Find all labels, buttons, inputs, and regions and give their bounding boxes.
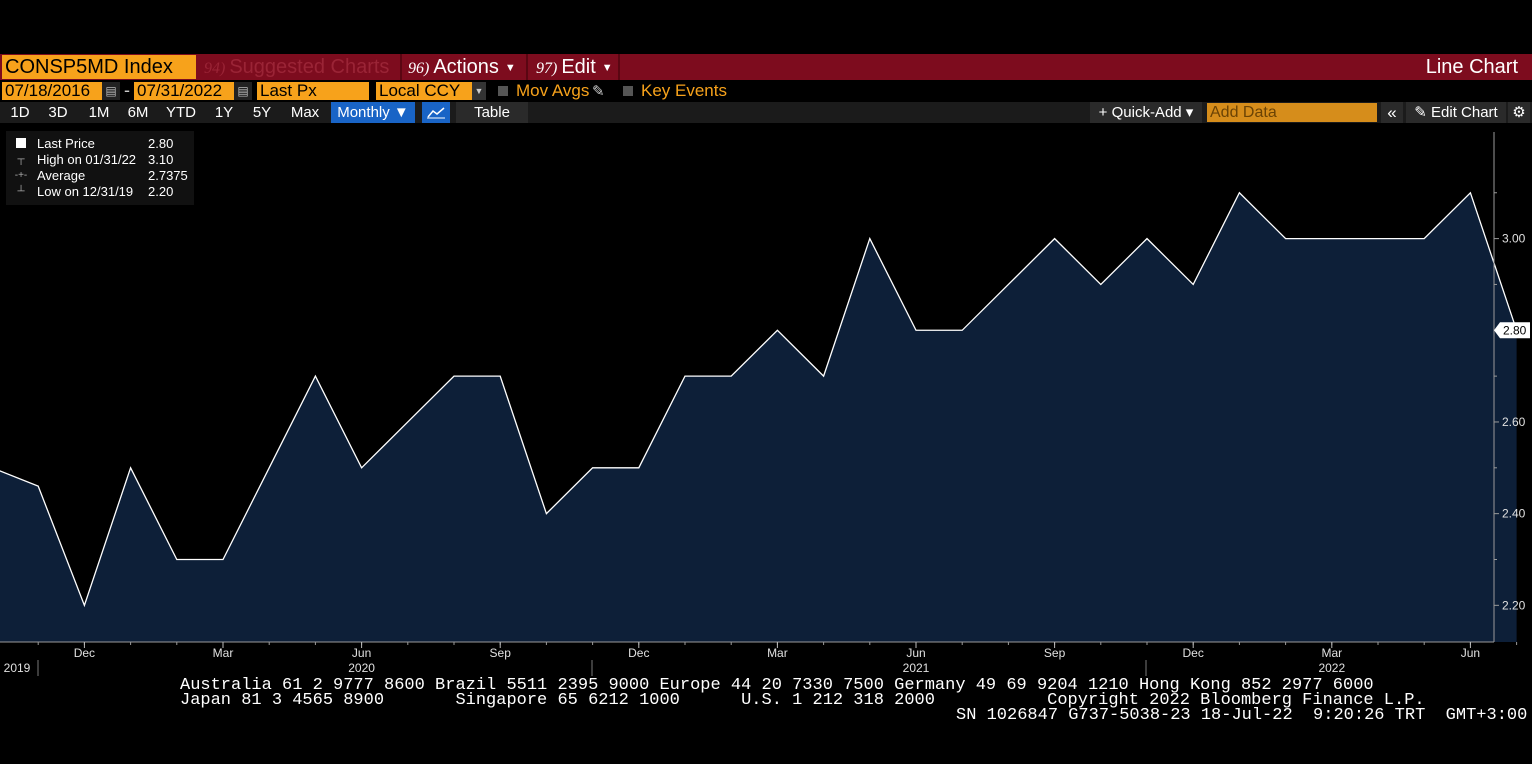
add-data-input[interactable]: Add Data — [1207, 103, 1377, 122]
period-1d-button[interactable]: 1D — [10, 104, 30, 121]
suggested-charts-number: 94) — [204, 60, 226, 77]
last-value-tag — [1494, 322, 1530, 339]
x-tick-label: Sep — [490, 646, 512, 660]
date-range-dash: - — [124, 80, 130, 100]
x-tick-label: Dec — [1183, 646, 1204, 660]
currency-select[interactable]: Local CCY — [376, 82, 472, 100]
calendar-icon[interactable]: ▤ — [102, 82, 120, 100]
x-year-label: 2020 — [348, 661, 375, 675]
average-marker-icon: -+- — [14, 170, 28, 181]
legend-low-value: 2.20 — [148, 184, 174, 199]
end-date-input[interactable]: 07/31/2022 — [134, 82, 234, 100]
x-tick-label: Mar — [213, 646, 234, 660]
caret-down-icon: ▼ — [504, 62, 516, 74]
mov-avgs-checkbox[interactable] — [498, 86, 508, 96]
pencil-icon[interactable]: ✎ — [592, 83, 605, 100]
price-chart[interactable]: 2.202.402.602.803.002.80Dec2019MarJun202… — [0, 124, 1532, 684]
legend-high-row: ┬ High on 01/31/22 3.10 — [6, 152, 194, 168]
edit-chart-button[interactable]: ✎ Edit Chart — [1406, 102, 1506, 123]
start-date-input[interactable]: 07/18/2016 — [2, 82, 102, 100]
y-tick-label: 2.60 — [1502, 415, 1526, 429]
footer-contacts-line: Australia 61 2 9777 8600 Brazil 5511 239… — [180, 676, 1374, 695]
legend-average-row: -+- Average 2.7375 — [6, 168, 194, 184]
quick-add-button[interactable]: + Quick-Add ▾ — [1090, 102, 1202, 123]
legend-last-price-label: Last Price — [37, 136, 95, 151]
x-tick-label: Jun — [906, 646, 925, 660]
line-chart-icon[interactable] — [422, 102, 450, 123]
period-max-button[interactable]: Max — [290, 104, 320, 121]
period-1y-button[interactable]: 1Y — [214, 104, 234, 121]
title-bar — [0, 54, 1532, 80]
legend-high-value: 3.10 — [148, 152, 174, 167]
legend-last-price-value: 2.80 — [148, 136, 174, 151]
x-year-label: 2019 — [4, 661, 31, 675]
series-line — [0, 191, 1518, 608]
footer-copyright-line: Japan 81 3 4565 8900 Singapore 65 6212 1… — [180, 691, 1425, 710]
last-value-label: 2.80 — [1503, 323, 1527, 337]
key-events-label[interactable]: Key Events — [641, 81, 727, 100]
legend-last-price-row: Last Price 2.80 — [6, 136, 194, 152]
x-year-label: 2021 — [903, 661, 930, 675]
x-tick-label: Jun — [1461, 646, 1480, 660]
legend-low-row: ┴ Low on 12/31/19 2.20 — [6, 184, 194, 200]
x-tick-label: Jun — [352, 646, 371, 660]
actions-number: 96) — [408, 60, 430, 77]
gear-icon[interactable]: ⚙ — [1508, 102, 1530, 123]
x-tick-label: Dec — [628, 646, 649, 660]
y-tick-label: 2.40 — [1502, 507, 1526, 521]
x-tick-label: Mar — [1321, 646, 1342, 660]
square-icon — [14, 138, 28, 150]
legend-average-label: Average — [37, 168, 86, 183]
field-input[interactable]: Last Px — [257, 82, 369, 100]
separator — [400, 54, 402, 80]
x-tick-label: Sep — [1044, 646, 1066, 660]
collapse-icon[interactable]: « — [1381, 102, 1403, 123]
calendar-icon[interactable]: ▤ — [234, 82, 252, 100]
chevron-down-icon[interactable]: ▼ — [472, 82, 486, 100]
edit-label: Edit — [561, 56, 596, 78]
key-events-checkbox[interactable] — [623, 86, 633, 96]
footer-session-line: SN 1026847 G737-5038-23 18-Jul-22 9:20:2… — [956, 706, 1528, 725]
y-tick-label: 3.00 — [1502, 232, 1526, 246]
suggested-charts-label: Suggested Charts — [229, 56, 390, 78]
suggested-charts-menu[interactable]: 94) Suggested Charts — [204, 54, 389, 80]
period-5y-button[interactable]: 5Y — [252, 104, 272, 121]
actions-menu[interactable]: 96) Actions ▼ — [402, 54, 524, 80]
separator — [618, 54, 620, 80]
edit-number: 97) — [536, 60, 558, 77]
y-tick-label: 2.20 — [1502, 598, 1526, 612]
period-3d-button[interactable]: 3D — [48, 104, 68, 121]
ticker-field[interactable]: CONSP5MD Index — [2, 55, 196, 79]
x-tick-label: Mar — [767, 646, 788, 660]
high-marker-icon: ┬ — [17, 154, 25, 165]
chart-type-title: Line Chart — [1425, 56, 1518, 78]
mov-avgs-label[interactable]: Mov Avgs — [516, 81, 590, 100]
period-ytd-button[interactable]: YTD — [166, 104, 196, 121]
legend-box: Last Price 2.80 ┬ High on 01/31/22 3.10 … — [6, 131, 194, 205]
x-year-label: 2022 — [1318, 661, 1345, 675]
separator — [526, 54, 528, 80]
edit-menu[interactable]: 97) Edit ▼ — [530, 54, 616, 80]
caret-down-icon: ▼ — [601, 62, 613, 74]
table-button[interactable]: Table — [456, 102, 528, 123]
low-marker-icon: ┴ — [17, 186, 25, 197]
legend-high-label: High on 01/31/22 — [37, 152, 137, 167]
legend-low-label: Low on 12/31/19 — [37, 184, 134, 199]
plot-area: 2.202.402.602.803.002.80Dec2019MarJun202… — [0, 132, 1530, 676]
frequency-select[interactable]: Monthly ▼ — [331, 102, 415, 123]
series-area-fill — [0, 192, 1517, 642]
period-6m-button[interactable]: 6M — [127, 104, 149, 121]
x-tick-label: Dec — [74, 646, 95, 660]
line-chart-icon-graphic — [427, 107, 445, 119]
period-1m-button[interactable]: 1M — [88, 104, 110, 121]
legend-average-value: 2.7375 — [148, 168, 188, 183]
actions-label: Actions — [433, 56, 499, 78]
